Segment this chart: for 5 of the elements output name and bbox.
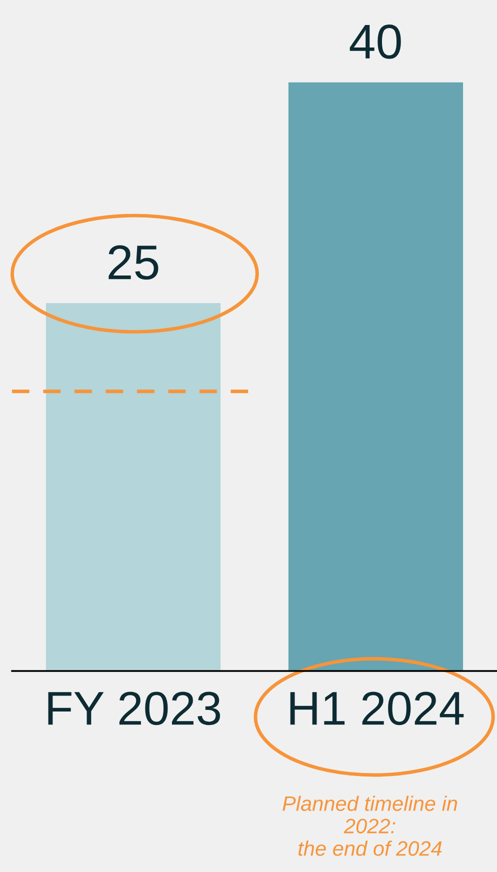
data-label: 25 — [108, 245, 158, 280]
text: Planned timeline in 2022: the end of 2024 — [282, 796, 458, 856]
x-tick-label: FY 2023 — [48, 692, 220, 726]
data-label: 40 — [350, 24, 401, 59]
x-tick-label: H1 2024 — [290, 692, 464, 726]
